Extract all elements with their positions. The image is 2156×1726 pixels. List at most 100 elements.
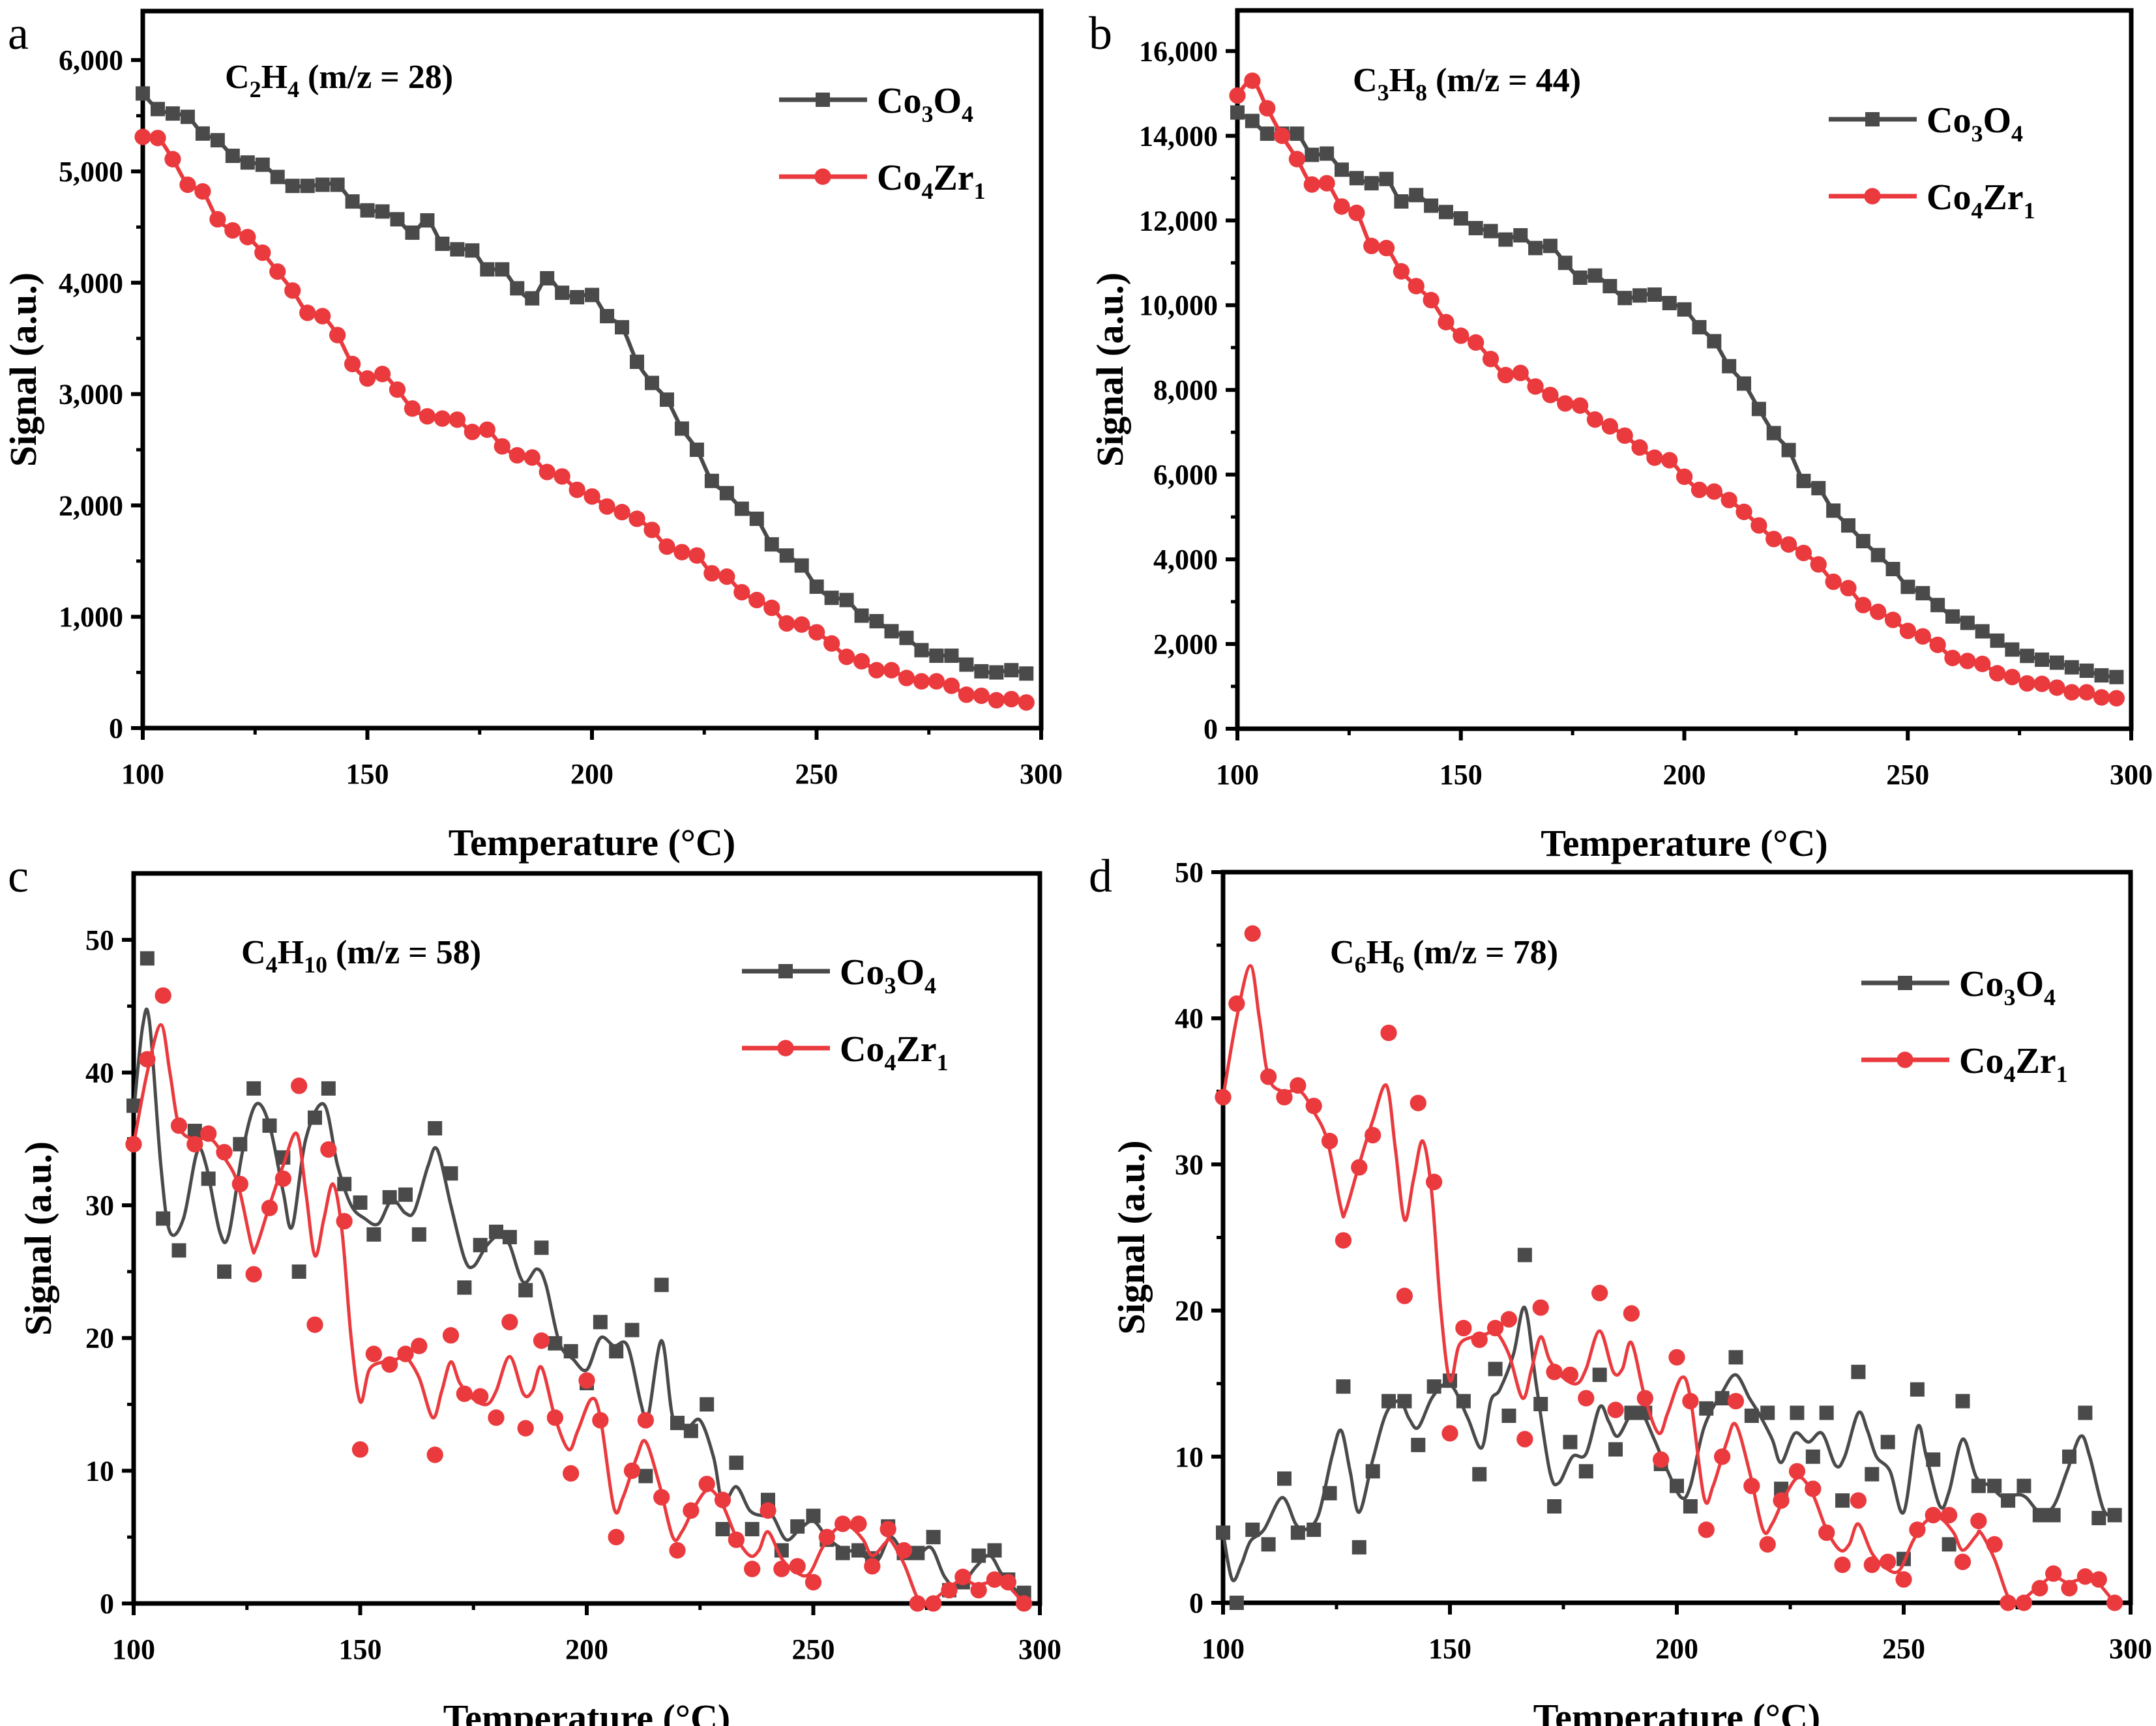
data-point <box>794 558 809 573</box>
data-point <box>954 1568 971 1585</box>
data-point <box>1668 1349 1685 1366</box>
data-point <box>1423 291 1440 309</box>
data-point <box>140 951 155 966</box>
panel-letter: a <box>8 7 29 59</box>
data-point <box>1558 256 1573 271</box>
data-point <box>1691 481 1708 499</box>
data-point <box>733 583 750 601</box>
data-point <box>1586 411 1604 428</box>
data-point <box>209 211 226 228</box>
data-point <box>217 1264 231 1279</box>
data-point <box>1228 995 1245 1012</box>
data-point <box>578 1372 595 1389</box>
data-point <box>764 537 779 552</box>
y-axis-title: Signal (a.u.) <box>2 272 44 467</box>
data-point <box>320 1141 337 1158</box>
legend-label: Co4Zr1 <box>840 1029 949 1075</box>
data-point <box>959 657 974 672</box>
data-point <box>245 1266 262 1283</box>
y-tick-label: 0 <box>109 712 123 744</box>
data-point <box>748 591 765 609</box>
legend-label: Co4Zr1 <box>1959 1041 2068 1087</box>
annotation-sub2: 10 <box>304 952 327 978</box>
data-point <box>1744 1409 1759 1424</box>
data-point <box>2046 1508 2061 1523</box>
annotation-mid: H <box>1389 62 1415 99</box>
data-point <box>255 157 270 172</box>
data-point <box>246 1081 261 1096</box>
data-point <box>1944 649 1961 667</box>
data-point <box>1290 1077 1307 1094</box>
data-point <box>134 128 151 145</box>
data-point <box>1810 556 1827 573</box>
series-line <box>142 134 1027 705</box>
data-point <box>2094 668 2109 683</box>
data-point <box>540 271 555 285</box>
data-point <box>898 669 915 686</box>
series-co4zr1 <box>125 987 1033 1612</box>
legend-square-marker <box>778 964 793 978</box>
data-point <box>683 1424 698 1439</box>
y-tick-label: 2,000 <box>59 490 123 521</box>
data-point <box>274 1170 291 1188</box>
data-point <box>450 242 465 257</box>
x-tick-label: 150 <box>1440 759 1483 791</box>
data-point <box>1379 171 1394 186</box>
data-point <box>525 291 540 306</box>
data-point <box>1960 615 1975 630</box>
data-point <box>2048 679 2065 696</box>
data-point <box>1914 628 1931 645</box>
data-point <box>714 1491 731 1508</box>
data-point <box>125 1135 142 1153</box>
data-point <box>299 304 316 321</box>
legend-mid: Zr <box>1983 177 2023 218</box>
data-point <box>1501 1409 1516 1424</box>
data-point <box>1260 126 1275 141</box>
data-point <box>1543 239 1558 254</box>
legend-square-marker <box>1865 112 1880 126</box>
data-point <box>1647 287 1662 302</box>
data-point <box>164 151 181 168</box>
annotation-rest: (m/z = 28) <box>299 59 453 96</box>
data-point <box>1624 1405 1639 1420</box>
data-point <box>868 662 885 679</box>
data-point <box>1363 237 1380 254</box>
data-point <box>704 473 719 488</box>
data-point <box>517 1420 534 1437</box>
legend-square-marker <box>1898 976 1912 990</box>
data-point <box>1378 239 1395 257</box>
legend-circle-marker <box>814 168 831 185</box>
data-point <box>728 1531 745 1548</box>
legend-sub1: 3 <box>2003 984 2015 1010</box>
y-tick-label: 50 <box>85 924 114 956</box>
data-point <box>630 355 645 370</box>
data-point <box>353 1195 368 1210</box>
legend-label: Co3O4 <box>840 952 936 999</box>
data-point <box>1472 1467 1487 1482</box>
annotation-mid: H <box>261 59 288 96</box>
data-point <box>434 410 451 427</box>
data-point <box>1381 1394 1396 1409</box>
legend-circle-marker <box>1864 188 1881 205</box>
fit-line <box>1221 1306 2116 1583</box>
data-point <box>1307 1522 1322 1537</box>
data-point <box>1766 426 1781 441</box>
data-point <box>1455 1319 1472 1337</box>
data-point <box>480 262 495 277</box>
data-point <box>808 624 825 641</box>
legend-circle-marker <box>1897 1051 1913 1068</box>
data-point <box>2061 1579 2078 1597</box>
data-point <box>1229 87 1246 104</box>
data-point <box>546 1409 563 1426</box>
data-point <box>457 1280 472 1295</box>
data-point <box>1591 1285 1608 1302</box>
data-point <box>2003 669 2021 686</box>
data-point <box>1750 517 1767 534</box>
data-point <box>1929 636 1946 653</box>
data-point <box>489 1224 503 1239</box>
data-point <box>442 1327 460 1344</box>
data-point <box>1260 1068 1277 1085</box>
data-point <box>518 1283 533 1298</box>
data-point <box>411 1227 426 1242</box>
data-point <box>539 463 555 480</box>
